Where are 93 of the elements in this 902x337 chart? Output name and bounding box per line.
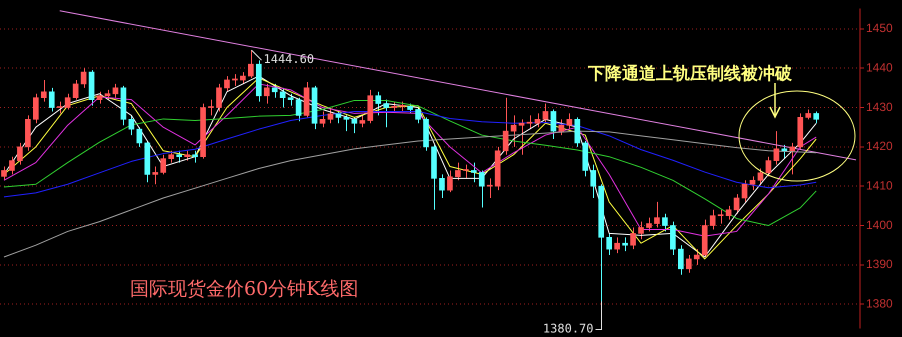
candlestick bbox=[734, 194, 740, 214]
candlestick bbox=[9, 156, 15, 175]
candlestick bbox=[662, 213, 668, 232]
candlestick bbox=[168, 150, 174, 164]
candlestick bbox=[463, 164, 469, 179]
candlestick bbox=[439, 174, 445, 198]
candlestick bbox=[344, 114, 350, 132]
candlestick bbox=[64, 93, 71, 110]
candlestick bbox=[566, 112, 572, 130]
candlestick bbox=[805, 109, 812, 120]
candlestick bbox=[208, 99, 214, 116]
candlestick bbox=[542, 103, 548, 124]
y-tick-label: 1390 bbox=[866, 257, 894, 272]
annotation: 下降通道上轨压制线被冲破 bbox=[588, 63, 792, 85]
candlestick bbox=[128, 114, 134, 136]
candlestick bbox=[813, 110, 820, 124]
candlestick bbox=[606, 232, 612, 256]
candlestick bbox=[248, 50, 254, 79]
candlestick bbox=[224, 76, 230, 92]
y-tick-label: 1400 bbox=[866, 218, 894, 232]
candlestick bbox=[192, 150, 198, 164]
y-tick-label: 1410 bbox=[866, 178, 894, 193]
candlestick bbox=[136, 126, 142, 148]
candlestick bbox=[264, 83, 270, 104]
candlestick bbox=[550, 109, 556, 140]
y-tick-label: 1440 bbox=[866, 60, 894, 75]
y-tick-label: 1380 bbox=[866, 296, 894, 311]
candlestick bbox=[558, 118, 564, 136]
y-tick-label: 1430 bbox=[866, 100, 894, 114]
candlestick bbox=[352, 116, 358, 134]
candlestick bbox=[614, 236, 620, 254]
candlestick bbox=[72, 80, 78, 100]
y-tick-label: 1450 bbox=[866, 21, 894, 36]
candlestick bbox=[184, 150, 190, 162]
candlestick bbox=[654, 201, 660, 228]
candlestick bbox=[534, 112, 540, 128]
candlestick bbox=[48, 87, 55, 112]
candlestick bbox=[710, 209, 716, 230]
candlestick bbox=[112, 83, 118, 98]
candlestick bbox=[470, 162, 477, 183]
candlestick bbox=[272, 83, 278, 98]
candlestick bbox=[766, 156, 772, 177]
candlestick bbox=[383, 99, 390, 128]
candlestick bbox=[750, 176, 756, 191]
candlestick bbox=[590, 164, 596, 198]
candlestick bbox=[328, 109, 334, 124]
candlestick bbox=[40, 80, 47, 102]
candlestick bbox=[510, 114, 516, 148]
candlestick bbox=[630, 227, 636, 250]
candlestick bbox=[280, 87, 286, 108]
candlestick bbox=[646, 217, 652, 232]
candlestick bbox=[782, 144, 788, 160]
candlestick bbox=[240, 72, 246, 84]
candlestick bbox=[96, 91, 102, 104]
candlestick bbox=[447, 170, 453, 193]
candlestick bbox=[638, 221, 644, 240]
candlestick bbox=[455, 162, 461, 181]
candlestick bbox=[17, 142, 23, 166]
candlestick bbox=[789, 142, 796, 175]
candlestick bbox=[526, 114, 532, 130]
candlestick bbox=[320, 110, 326, 128]
candlestick bbox=[758, 168, 764, 185]
candlestick bbox=[774, 130, 780, 166]
candlestick bbox=[216, 83, 222, 112]
candlestick bbox=[678, 244, 684, 276]
candlestick bbox=[104, 89, 110, 100]
candlestick bbox=[80, 68, 86, 88]
candlestick bbox=[375, 91, 382, 116]
candlestick bbox=[359, 114, 366, 128]
candlestick bbox=[336, 110, 342, 124]
candlestick bbox=[502, 97, 508, 156]
candlestick bbox=[1, 166, 7, 181]
candlestick bbox=[622, 236, 628, 252]
candlestick bbox=[478, 170, 485, 208]
candlestick bbox=[56, 101, 63, 114]
candlestick bbox=[152, 166, 158, 185]
y-tick-label: 1420 bbox=[866, 139, 894, 154]
candlestick bbox=[288, 93, 294, 106]
candlestick bbox=[160, 154, 166, 175]
candlestick bbox=[33, 93, 39, 124]
candlestick bbox=[694, 248, 700, 266]
candlestick bbox=[742, 180, 748, 202]
candlestick bbox=[407, 103, 413, 114]
text: 国际现货金价60分钟K线图 bbox=[130, 277, 358, 302]
candlestick bbox=[726, 205, 732, 220]
candlestick bbox=[518, 118, 524, 156]
candlestick bbox=[686, 254, 692, 274]
candlestick bbox=[296, 97, 302, 122]
candlestick bbox=[391, 101, 397, 112]
annotation: 1380.70 bbox=[542, 322, 594, 336]
annotation: 1444.60 bbox=[264, 52, 314, 66]
candlestick bbox=[232, 74, 238, 86]
candlestick bbox=[176, 150, 182, 164]
